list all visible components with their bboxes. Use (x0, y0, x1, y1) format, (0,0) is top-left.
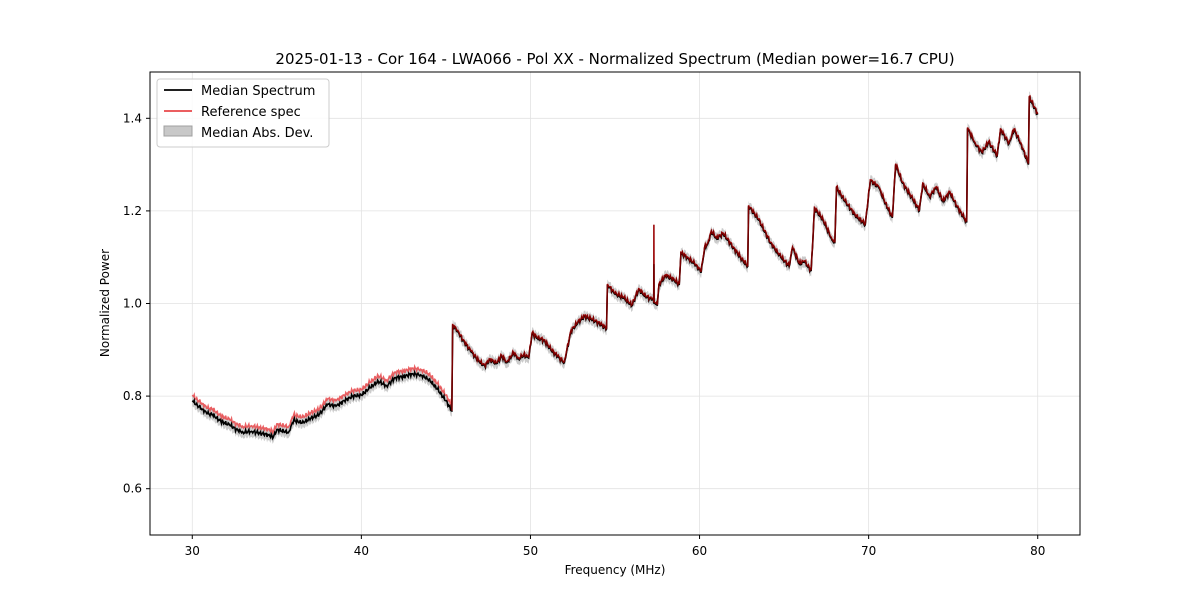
legend-box (156, 78, 330, 148)
x-tick-label: 30 (185, 544, 200, 558)
chart-title: 2025-01-13 - Cor 164 - LWA066 - Pol XX -… (275, 50, 954, 68)
legend: Median Spectrum Reference spec Median Ab… (156, 78, 330, 148)
y-tick-label: 0.6 (123, 482, 142, 496)
legend-label-mad: Median Abs. Dev. (201, 126, 313, 141)
series-group (191, 91, 1039, 444)
x-axis-label: Frequency (MHz) (565, 563, 666, 577)
reference-overlap-line (450, 94, 1039, 411)
x-tick-label: 80 (1030, 544, 1045, 558)
y-tick-label: 0.8 (123, 389, 142, 403)
y-tick-label: 1.0 (123, 297, 142, 311)
legend-label-median: Median Spectrum (201, 84, 315, 99)
grid (150, 72, 1080, 535)
x-tick-label: 40 (354, 544, 369, 558)
x-tick-label: 50 (523, 544, 538, 558)
legend-label-reference: Reference spec (201, 105, 301, 120)
y-axis-label: Normalized Power (98, 249, 112, 357)
legend-swatch-mad (163, 125, 193, 137)
x-tick-label: 70 (861, 544, 876, 558)
y-tick-label: 1.4 (123, 111, 142, 125)
y-tick-label: 1.2 (123, 204, 142, 218)
axis-ticks: 30 40 50 60 70 80 0.6 0.8 1.0 1.2 1.4 (123, 111, 1045, 558)
plot-area (191, 91, 1039, 444)
x-tick-label: 60 (692, 544, 707, 558)
